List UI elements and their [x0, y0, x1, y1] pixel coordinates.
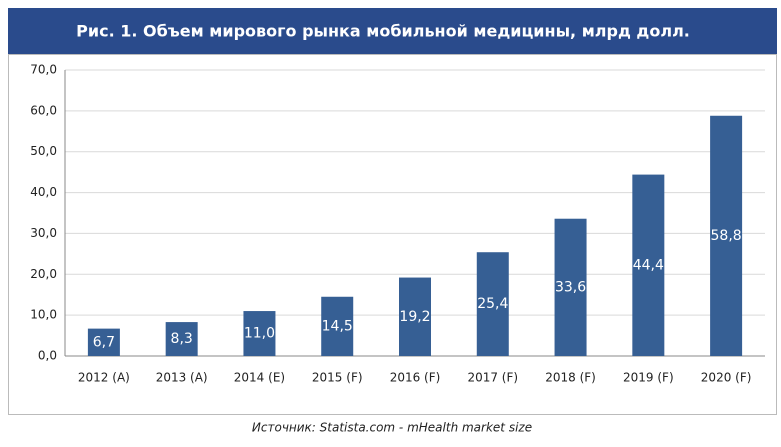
chart-frame — [8, 54, 777, 415]
y-tick-label: 70,0 — [30, 63, 57, 77]
y-tick-label: 30,0 — [30, 226, 57, 240]
source-note: Источник: Statista.com - mHealth market … — [252, 421, 532, 435]
bar — [710, 115, 743, 356]
title-bar — [8, 8, 777, 54]
value-label: 8,3 — [171, 331, 193, 347]
x-tick-label: 2018 (F) — [545, 371, 596, 385]
bar — [554, 218, 587, 356]
value-label: 33,6 — [555, 279, 586, 295]
bar — [632, 174, 665, 356]
bar — [243, 311, 276, 356]
x-tick-label: 2019 (F) — [623, 371, 674, 385]
y-tick-label: 60,0 — [30, 103, 57, 117]
value-label: 11,0 — [244, 326, 275, 342]
value-label: 44,4 — [633, 257, 664, 273]
x-tick-label: 2017 (F) — [467, 371, 518, 385]
value-label: 58,8 — [711, 228, 742, 244]
bar — [321, 296, 354, 356]
bar — [165, 322, 198, 356]
value-label: 14,5 — [322, 318, 353, 334]
value-label: 6,7 — [93, 334, 115, 350]
x-tick-label: 2016 (F) — [390, 371, 441, 385]
y-tick-label: 40,0 — [30, 185, 57, 199]
value-label: 19,2 — [399, 309, 430, 325]
x-tick-label: 2015 (F) — [312, 371, 363, 385]
value-label: 25,4 — [477, 296, 508, 312]
y-tick-label: 10,0 — [30, 308, 57, 322]
y-tick-label: 0,0 — [38, 349, 57, 363]
x-tick-label: 2012 (A) — [78, 371, 130, 385]
x-tick-label: 2020 (F) — [701, 371, 752, 385]
bar — [87, 328, 120, 356]
chart-title: Рис. 1. Объем мирового рынка мобильной м… — [76, 22, 690, 41]
bar — [476, 252, 509, 356]
y-tick-label: 50,0 — [30, 144, 57, 158]
x-tick-label: 2013 (A) — [156, 371, 208, 385]
y-tick-label: 20,0 — [30, 267, 57, 281]
bar — [399, 277, 431, 356]
x-tick-label: 2014 (E) — [234, 371, 285, 385]
